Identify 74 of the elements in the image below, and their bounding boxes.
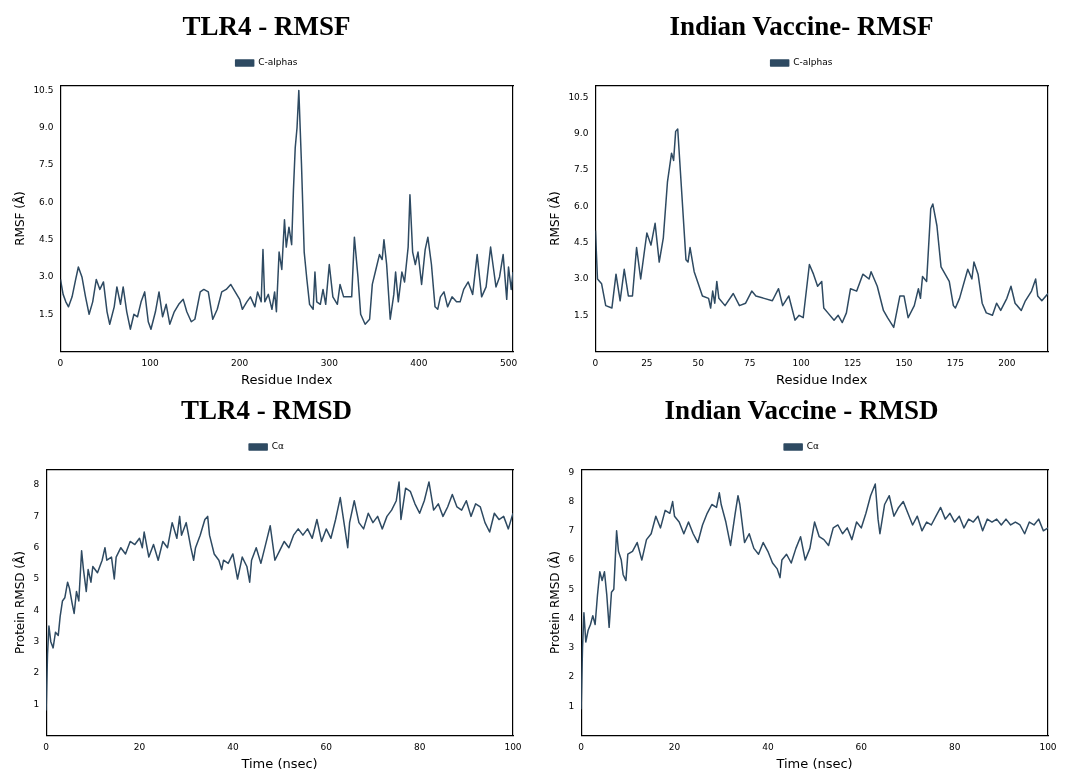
x-tick-label: 200 — [998, 358, 1016, 369]
y-tick-label: 6 — [568, 554, 575, 565]
y-tick-label: 9.0 — [39, 122, 54, 133]
y-tick-label: 6.0 — [39, 196, 54, 207]
y-axis-title: RMSF (Å) — [547, 191, 563, 246]
y-tick-label: 3.0 — [574, 273, 589, 284]
y-tick-label: 5 — [33, 573, 40, 584]
x-tick-label: 100 — [141, 358, 159, 369]
y-tick-label: 9.0 — [574, 128, 589, 139]
y-tick-label: 2 — [568, 671, 575, 682]
legend-label: C-alphas — [258, 57, 298, 68]
x-tick-label: 40 — [227, 742, 239, 753]
y-axis-title: Protein RMSD (Å) — [547, 551, 563, 654]
x-axis-title: Residue Index — [241, 371, 333, 387]
y-tick-label: 1.5 — [574, 309, 589, 320]
chart-title: Indian Vaccine - RMSD — [664, 395, 939, 426]
y-tick-label: 8 — [33, 479, 40, 490]
y-tick-label: 4 — [568, 612, 575, 623]
x-tick-label: 20 — [668, 742, 681, 753]
y-tick-label: 1 — [568, 700, 575, 711]
y-tick-label: 8 — [568, 495, 575, 506]
x-tick-label: 50 — [692, 358, 705, 369]
y-tick-label: 3 — [568, 642, 575, 653]
y-tick-label: 10.5 — [33, 84, 54, 95]
y-tick-label: 7.5 — [39, 159, 54, 170]
chart-title: Indian Vaccine- RMSF — [669, 11, 934, 42]
x-tick-label: 400 — [410, 358, 428, 369]
y-tick-label: 4 — [33, 604, 40, 615]
y-tick-label: 6 — [33, 542, 40, 553]
y-tick-label: 1.5 — [39, 308, 54, 319]
x-axis-title: Residue Index — [776, 371, 868, 387]
y-tick-label: 7.5 — [574, 164, 589, 175]
x-tick-label: 60 — [855, 742, 868, 753]
y-axis-title: RMSF (Å) — [12, 191, 28, 246]
x-tick-label: 100 — [792, 358, 811, 369]
x-axis-title: Time (nsec) — [240, 755, 318, 771]
x-tick-label: 0 — [578, 742, 585, 753]
x-tick-label: 0 — [592, 358, 599, 369]
x-tick-label: 80 — [413, 742, 426, 753]
x-tick-label: 20 — [133, 742, 146, 753]
x-tick-label: 80 — [948, 742, 961, 753]
y-tick-label: 1 — [33, 698, 40, 709]
y-tick-label: 4.5 — [39, 233, 54, 244]
y-tick-label: 3 — [33, 635, 40, 646]
legend-label: Cα — [806, 441, 819, 452]
y-tick-label: 5 — [568, 583, 575, 594]
x-tick-label: 500 — [499, 358, 518, 369]
y-tick-label: 10.5 — [568, 91, 589, 102]
y-tick-label: 6.0 — [574, 200, 589, 211]
x-tick-label: 0 — [43, 742, 50, 753]
y-axis-title: Protein RMSD (Å) — [12, 551, 28, 654]
y-tick-label: 9 — [568, 466, 575, 477]
x-tick-label: 150 — [895, 358, 913, 369]
x-tick-label: 0 — [57, 358, 64, 369]
y-tick-label: 7 — [33, 510, 40, 521]
x-tick-label: 175 — [946, 358, 965, 369]
x-tick-label: 25 — [641, 358, 653, 369]
chart-title: TLR4 - RMSD — [180, 395, 353, 426]
legend-label: C-alphas — [793, 57, 833, 68]
y-tick-label: 7 — [568, 525, 575, 536]
chart-title: TLR4 - RMSF — [182, 11, 351, 42]
x-tick-label: 75 — [743, 358, 756, 369]
y-tick-label: 4.5 — [574, 237, 589, 248]
y-tick-label: 3.0 — [39, 271, 54, 282]
y-tick-label: 2 — [33, 667, 40, 678]
x-tick-label: 300 — [320, 358, 339, 369]
x-tick-label: 40 — [762, 742, 774, 753]
legend-label: Cα — [271, 441, 284, 452]
x-tick-label: 125 — [843, 358, 862, 369]
x-axis-title: Time (nsec) — [775, 755, 853, 771]
x-tick-label: 200 — [231, 358, 249, 369]
x-tick-label: 100 — [1039, 742, 1057, 753]
x-tick-label: 60 — [320, 742, 333, 753]
x-tick-label: 100 — [504, 742, 522, 753]
